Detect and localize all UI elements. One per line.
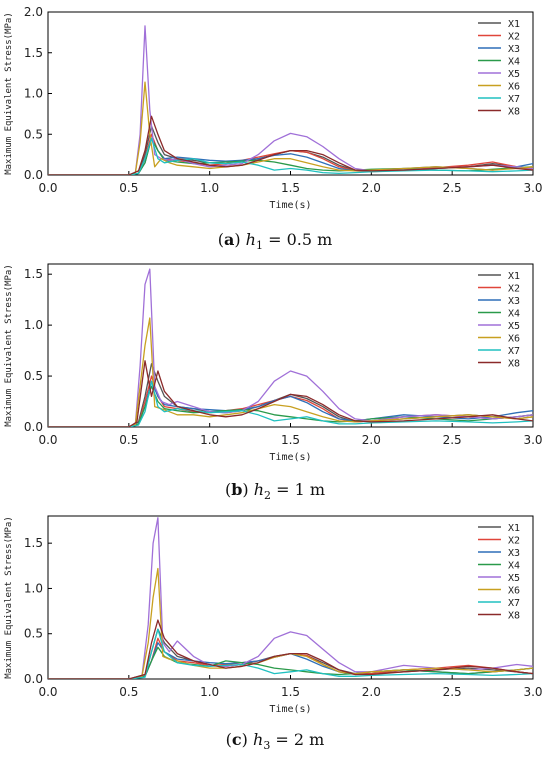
y-tick-label: 0.5 bbox=[24, 369, 43, 383]
x-tick-label: 3.0 bbox=[523, 433, 542, 447]
x-tick-label: 2.0 bbox=[362, 433, 381, 447]
series-line-x6 bbox=[48, 81, 533, 175]
y-tick-label: 0.0 bbox=[24, 672, 43, 686]
series-line-x5 bbox=[48, 268, 533, 427]
x-axis-label: Time(s) bbox=[269, 200, 311, 211]
series-line-x5 bbox=[48, 517, 533, 679]
panel-caption: (b) h2 = 1 m bbox=[225, 480, 325, 502]
x-tick-label: 1.5 bbox=[281, 433, 300, 447]
legend-label: X7 bbox=[508, 346, 520, 357]
x-tick-label: 0.0 bbox=[38, 181, 57, 195]
x-tick-label: 0.5 bbox=[119, 433, 138, 447]
x-tick-label: 1.0 bbox=[200, 181, 219, 195]
y-tick-label: 2.0 bbox=[24, 5, 43, 19]
y-tick-label: 0.0 bbox=[24, 420, 43, 434]
plot-frame bbox=[47, 515, 534, 680]
x-tick-label: 3.0 bbox=[523, 181, 542, 195]
x-tick-label: 1.5 bbox=[281, 181, 300, 195]
y-tick-label: 1.5 bbox=[24, 267, 43, 281]
legend-label: X5 bbox=[508, 321, 520, 332]
legend-label: X8 bbox=[508, 359, 520, 370]
series-line-x5 bbox=[48, 25, 533, 175]
legend-label: X8 bbox=[508, 107, 520, 118]
y-tick-label: 0.5 bbox=[24, 627, 43, 641]
legend-label: X3 bbox=[508, 548, 520, 559]
legend-label: X5 bbox=[508, 573, 520, 584]
legend-label: X5 bbox=[508, 69, 520, 80]
series-line-x4 bbox=[48, 385, 533, 427]
panel-caption: (c) h3 = 2 m bbox=[226, 730, 325, 752]
legend-label: X3 bbox=[508, 296, 520, 307]
legend-label: X1 bbox=[508, 19, 520, 30]
series-line-x7 bbox=[48, 628, 533, 679]
x-tick-label: 2.5 bbox=[443, 181, 462, 195]
series-line-x4 bbox=[48, 646, 533, 679]
y-tick-label: 1.5 bbox=[24, 46, 43, 60]
legend-label: X4 bbox=[508, 309, 520, 320]
y-tick-label: 1.5 bbox=[24, 536, 43, 550]
legend-label: X1 bbox=[508, 523, 520, 534]
x-tick-label: 0.5 bbox=[119, 181, 138, 195]
y-tick-label: 1.0 bbox=[24, 87, 43, 101]
series-line-x3 bbox=[48, 137, 533, 175]
chart-panel-b: 0.0 0.5 1.0 1.5 2.0 2.5 3.0 0.0 0.5 1.0 1.5 Time(s)… bbox=[4, 263, 543, 502]
legend-label: X1 bbox=[508, 271, 520, 282]
legend-label: X7 bbox=[508, 94, 520, 105]
y-tick-label: 1.0 bbox=[24, 581, 43, 595]
legend-label: X6 bbox=[508, 82, 520, 93]
legend-label: X2 bbox=[508, 536, 520, 547]
panel-caption: (a) h1 = 0.5 m bbox=[218, 230, 333, 252]
series-line-x7 bbox=[48, 380, 533, 427]
series-group bbox=[48, 25, 533, 175]
legend-label: X8 bbox=[508, 611, 520, 622]
chart-panel-a: 0.0 0.5 1.0 1.5 2.0 2.5 3.0 0.0 0.5 1.0 1.5 2.0 Time… bbox=[4, 5, 543, 252]
x-tick-label: 0.5 bbox=[119, 685, 138, 699]
legend-label: X6 bbox=[508, 334, 520, 345]
x-tick-label: 0.0 bbox=[38, 685, 57, 699]
legend-label: X4 bbox=[508, 57, 520, 68]
x-tick-label: 3.0 bbox=[523, 685, 542, 699]
x-tick-label: 2.0 bbox=[362, 685, 381, 699]
legend-label: X4 bbox=[508, 561, 520, 572]
legend-label: X6 bbox=[508, 586, 520, 597]
series-line-x7 bbox=[48, 137, 533, 175]
x-axis-label: Time(s) bbox=[269, 452, 311, 463]
x-tick-label: 1.5 bbox=[281, 685, 300, 699]
series-line-x4 bbox=[48, 137, 533, 175]
legend-label: X2 bbox=[508, 32, 520, 43]
x-tick-label: 1.0 bbox=[200, 685, 219, 699]
series-line-x6 bbox=[48, 317, 533, 427]
y-tick-label: 0.0 bbox=[24, 168, 43, 182]
series-group bbox=[48, 517, 533, 679]
y-tick-label: 1.0 bbox=[24, 318, 43, 332]
x-tick-label: 2.5 bbox=[443, 685, 462, 699]
x-tick-label: 2.0 bbox=[362, 181, 381, 195]
series-line-x8 bbox=[48, 619, 533, 679]
x-tick-label: 1.0 bbox=[200, 433, 219, 447]
legend-label: X2 bbox=[508, 284, 520, 295]
series-line-x8 bbox=[48, 115, 533, 175]
plot-frame bbox=[47, 263, 534, 428]
series-line-x8 bbox=[48, 360, 533, 427]
legend-label: X3 bbox=[508, 44, 520, 55]
series-group bbox=[48, 268, 533, 427]
chart-panel-c: 0.0 0.5 1.0 1.5 2.0 2.5 3.0 0.0 0.5 1.0 1.5 Time(s)… bbox=[4, 515, 543, 752]
y-axis-label: Maximum Equivalent Stress(MPa) bbox=[4, 12, 14, 175]
y-axis-label: Maximum Equivalent Stress(MPa) bbox=[4, 264, 14, 427]
y-axis-label: Maximum Equivalent Stress(MPa) bbox=[4, 516, 14, 679]
series-line-x6 bbox=[48, 567, 533, 679]
x-axis-label: Time(s) bbox=[269, 704, 311, 715]
x-tick-label: 2.5 bbox=[443, 433, 462, 447]
y-tick-label: 0.5 bbox=[24, 127, 43, 141]
x-tick-label: 0.0 bbox=[38, 433, 57, 447]
legend-label: X7 bbox=[508, 598, 520, 609]
